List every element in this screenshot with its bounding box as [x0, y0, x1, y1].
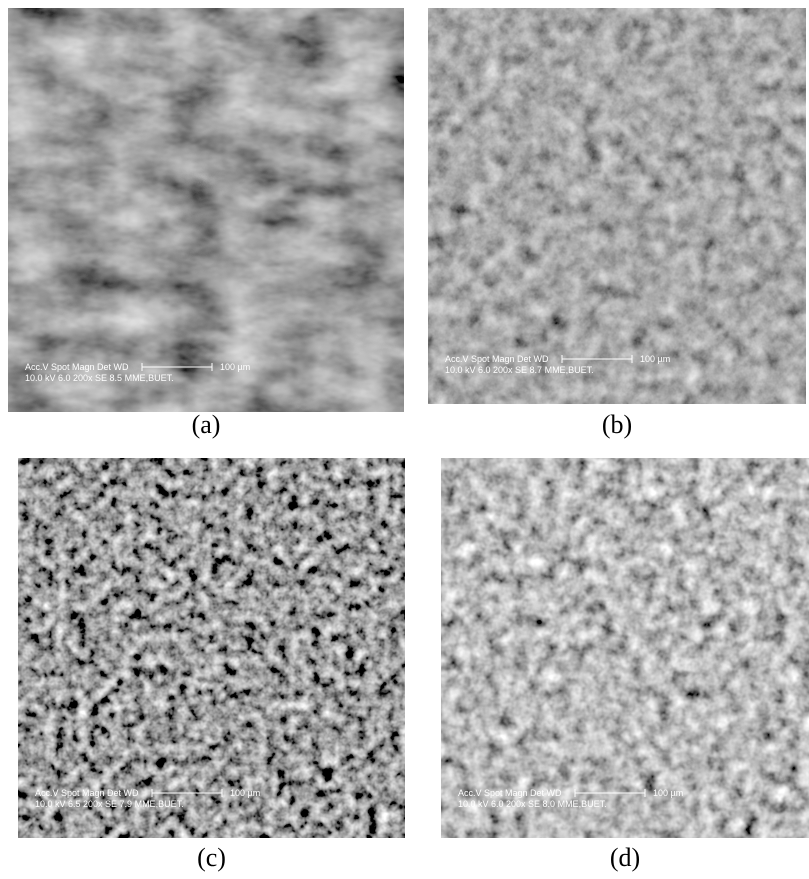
scale-label: 100 µm	[653, 788, 683, 798]
panel-label: (d)	[610, 843, 640, 872]
info-header: Acc.V Spot Magn Det WD	[458, 788, 562, 798]
scale-label: 100 µm	[230, 788, 260, 798]
scale-label: 100 µm	[220, 362, 250, 372]
panel-label: (c)	[197, 843, 226, 872]
sem-image	[18, 458, 405, 838]
info-values: 10.0 kV 6.0 200x SE 8.0 MME,BUET.	[458, 799, 607, 809]
panel-label: (b)	[602, 410, 632, 439]
scale-label: 100 µm	[640, 354, 670, 364]
info-header: Acc.V Spot Magn Det WD	[35, 788, 139, 798]
info-header: Acc.V Spot Magn Det WD	[445, 354, 549, 364]
info-values: 10.0 kV 6.0 200x SE 8.7 MME,BUET.	[445, 365, 594, 375]
sem-image	[8, 8, 404, 412]
sem-image	[441, 458, 809, 838]
info-values: 10.0 kV 6.5 200x SE 7.9 MME,BUET.	[35, 799, 184, 809]
sem-image	[428, 8, 806, 404]
info-values: 10.0 kV 6.0 200x SE 8.5 MME,BUET.	[25, 373, 174, 383]
panel-label: (a)	[192, 410, 221, 439]
info-header: Acc.V Spot Magn Det WD	[25, 362, 129, 372]
